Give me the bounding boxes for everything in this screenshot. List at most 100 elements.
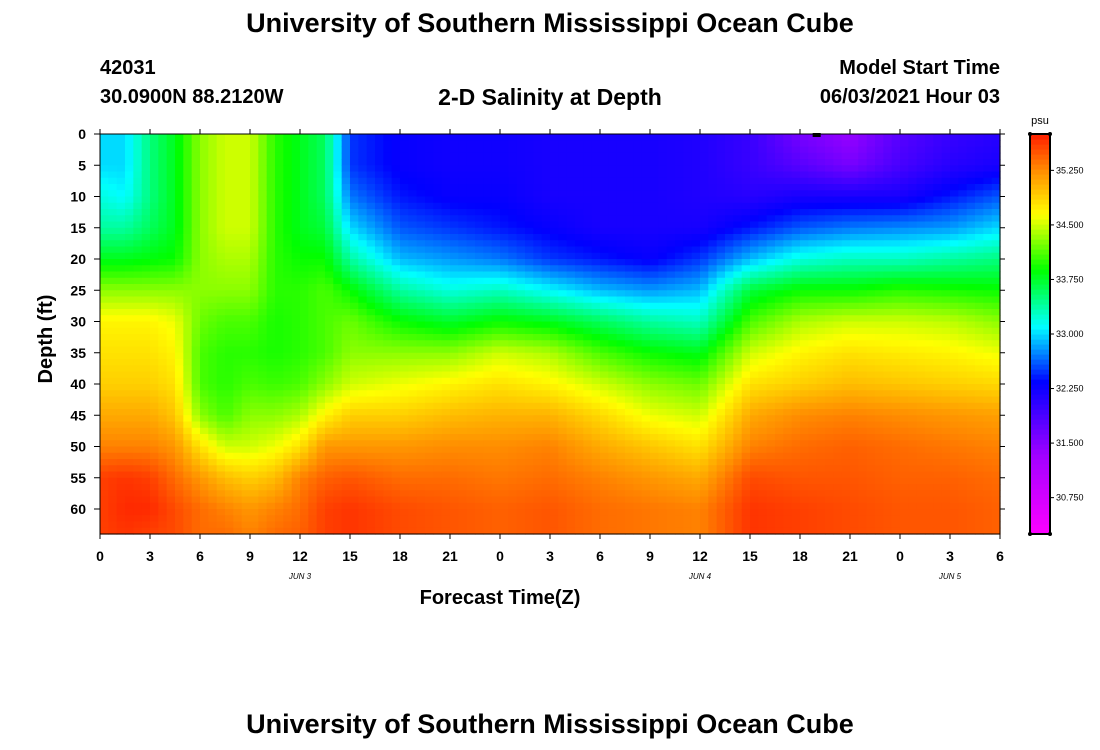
heatmap-cell: [533, 377, 543, 385]
heatmap-cell: [166, 477, 176, 485]
heatmap-cell: [600, 296, 609, 304]
heatmap-cell: [516, 271, 526, 279]
heatmap-cell: [266, 265, 276, 273]
heatmap-cell: [533, 252, 543, 260]
heatmap-cell: [300, 184, 309, 191]
heatmap-cell: [516, 509, 526, 516]
heatmap-cell: [583, 209, 593, 216]
heatmap-cell: [175, 184, 184, 191]
heatmap-cell: [241, 202, 251, 210]
heatmap-cell: [158, 277, 168, 285]
heatmap-cell: [675, 190, 684, 198]
heatmap-cell: [358, 140, 368, 148]
heatmap-cell: [733, 346, 743, 354]
heatmap-cell: [550, 521, 559, 529]
heatmap-cell: [583, 390, 593, 398]
heatmap-cell: [583, 227, 593, 235]
heatmap-cell: [191, 234, 201, 241]
heatmap-cell: [325, 427, 334, 435]
heatmap-cell: [475, 346, 484, 354]
heatmap-cell: [350, 202, 359, 210]
heatmap-cell: [500, 184, 509, 191]
heatmap-cell: [683, 146, 693, 154]
heatmap-cell: [183, 234, 193, 241]
heatmap-cell: [175, 334, 184, 341]
heatmap-cell: [266, 409, 276, 416]
heatmap-cell: [516, 427, 526, 435]
heatmap-cell: [675, 527, 684, 535]
heatmap-cell: [366, 284, 376, 291]
heatmap-cell: [341, 171, 351, 179]
heatmap-cell: [275, 409, 284, 416]
heatmap-cell: [191, 427, 201, 435]
heatmap-cell: [175, 427, 184, 435]
heatmap-cell: [100, 140, 109, 148]
heatmap-cell: [475, 165, 484, 173]
heatmap-cell: [216, 159, 226, 166]
heatmap-cell: [283, 221, 293, 229]
heatmap-cell: [450, 452, 459, 460]
heatmap-cell: [658, 409, 668, 416]
heatmap-cell: [516, 409, 526, 416]
heatmap-cell: [350, 415, 359, 423]
heatmap-cell: [141, 390, 151, 398]
heatmap-cell: [716, 271, 726, 279]
heatmap-cell: [725, 409, 734, 416]
heatmap-cell: [233, 246, 243, 254]
heatmap-cell: [458, 496, 468, 504]
heatmap-cell: [150, 402, 159, 410]
heatmap-cell: [125, 346, 134, 354]
heatmap-cell: [716, 365, 726, 373]
heatmap-cell: [633, 465, 643, 473]
heatmap-cell: [316, 471, 326, 479]
heatmap-cell: [666, 140, 676, 148]
heatmap-cell: [116, 427, 126, 435]
heatmap-cell: [616, 309, 626, 316]
heatmap-cell: [716, 434, 726, 441]
heatmap-cell: [441, 384, 451, 391]
heatmap-cell: [491, 227, 501, 235]
heatmap-cell: [608, 459, 618, 466]
heatmap-cell: [608, 284, 618, 291]
heatmap-cell: [558, 521, 568, 529]
heatmap-cell: [541, 134, 551, 141]
heatmap-cell: [508, 171, 518, 179]
heatmap-cell: [716, 284, 726, 291]
heatmap-cell: [608, 252, 618, 260]
heatmap-cell: [108, 490, 118, 498]
heatmap-cell: [216, 446, 226, 454]
heatmap-cell: [283, 359, 293, 366]
heatmap-cell: [500, 465, 509, 473]
heatmap-cell: [200, 234, 209, 241]
heatmap-cell: [666, 402, 676, 410]
heatmap-cell: [258, 165, 268, 173]
heatmap-cell: [708, 290, 718, 298]
heatmap-cell: [616, 184, 626, 191]
heatmap-cell: [433, 421, 443, 429]
heatmap-cell: [333, 196, 343, 204]
heatmap-cell: [233, 265, 243, 273]
heatmap-cell: [141, 346, 151, 354]
heatmap-cell: [425, 452, 434, 460]
heatmap-cell: [608, 215, 618, 223]
heatmap-cell: [450, 165, 459, 173]
heatmap-cell: [333, 446, 343, 454]
heatmap-cell: [391, 271, 401, 279]
heatmap-cell: [458, 421, 468, 429]
heatmap-cell: [725, 359, 734, 366]
heatmap-cell: [491, 240, 501, 248]
heatmap-cell: [483, 302, 493, 310]
heatmap-cell: [558, 352, 568, 360]
heatmap-cell: [100, 446, 109, 454]
heatmap-cell: [216, 527, 226, 535]
heatmap-cell: [508, 284, 518, 291]
heatmap-cell: [158, 327, 168, 335]
heatmap-cell: [516, 434, 526, 441]
heatmap-cell: [500, 259, 509, 266]
heatmap-cell: [691, 415, 701, 423]
heatmap-cell: [291, 227, 301, 235]
heatmap-cell: [700, 384, 709, 391]
heatmap-cell: [325, 315, 334, 323]
heatmap-cell: [741, 315, 751, 323]
heatmap-cell: [591, 171, 601, 179]
